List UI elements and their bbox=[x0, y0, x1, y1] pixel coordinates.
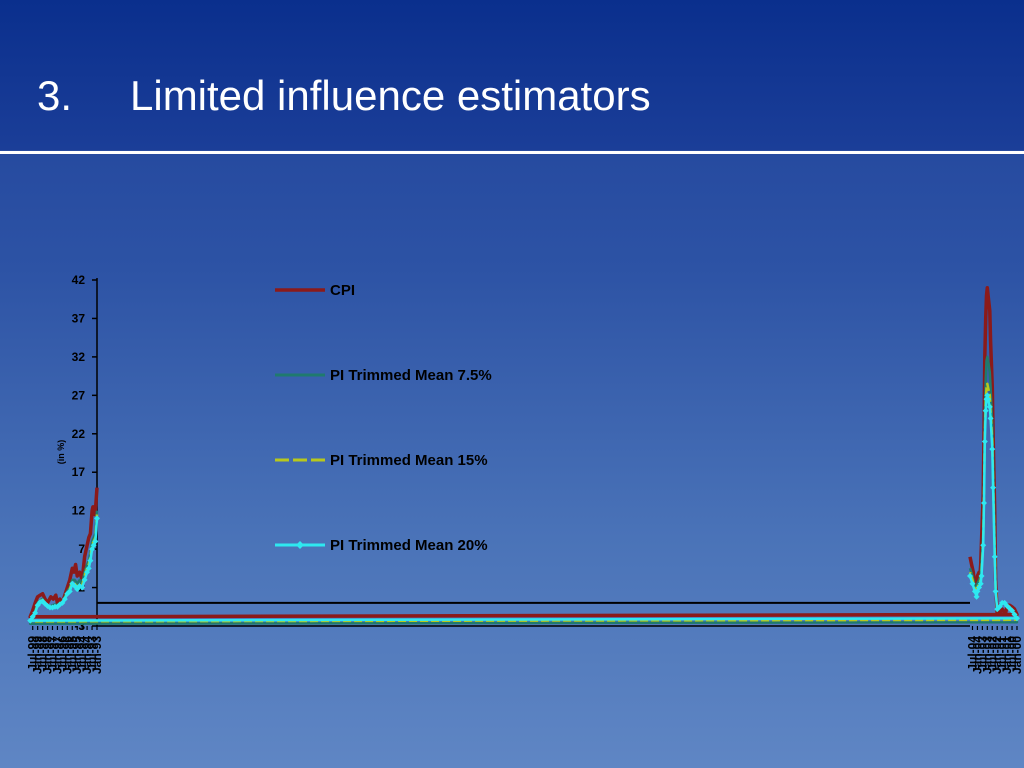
data-point bbox=[999, 599, 1006, 606]
data-point bbox=[981, 438, 988, 445]
data-point bbox=[29, 613, 36, 620]
legend-marker bbox=[296, 541, 304, 549]
data-point bbox=[89, 546, 96, 553]
data-point bbox=[1011, 611, 1018, 618]
x-tick-label: Jan-98 bbox=[41, 636, 55, 674]
x-tick-label: Jul-03 bbox=[975, 636, 989, 671]
data-point bbox=[27, 617, 34, 624]
y-tick-label: 32 bbox=[72, 350, 86, 364]
data-point bbox=[61, 596, 68, 603]
x-tick-label: Jan-04 bbox=[970, 636, 984, 674]
data-point bbox=[987, 415, 994, 422]
legend-label: PI Trimmed Mean 7.5% bbox=[330, 367, 492, 384]
legend-label: CPI bbox=[330, 282, 355, 299]
data-point bbox=[978, 573, 985, 580]
x-tick-label: Jul-97 bbox=[45, 636, 59, 671]
data-point bbox=[990, 484, 997, 491]
data-point bbox=[1013, 615, 1020, 622]
series-line bbox=[28, 285, 1019, 619]
series-line bbox=[28, 355, 1019, 625]
x-tick-label: Jul-01 bbox=[995, 636, 1009, 671]
y-axis-label: (in %) bbox=[56, 440, 66, 465]
data-point bbox=[967, 573, 973, 580]
x-tick-label: Jan-96 bbox=[60, 636, 74, 674]
data-point bbox=[971, 588, 978, 595]
data-point bbox=[64, 590, 71, 597]
data-point bbox=[980, 542, 987, 549]
title-divider bbox=[0, 151, 1024, 154]
x-tick-label: Jul-00 bbox=[1005, 636, 1019, 671]
x-tick-label: Jan-97 bbox=[50, 636, 64, 674]
y-tick-label: -3 bbox=[74, 619, 85, 633]
x-tick-label: Jan-03 bbox=[980, 636, 994, 674]
x-tick-label: Jul-96 bbox=[55, 636, 69, 671]
data-point bbox=[991, 553, 998, 560]
x-tick-label: Jul-95 bbox=[65, 636, 79, 671]
data-point bbox=[34, 602, 41, 609]
y-tick-label: 42 bbox=[72, 273, 86, 287]
data-point bbox=[981, 499, 988, 506]
data-point bbox=[992, 588, 999, 595]
legend-label: PI Trimmed Mean 15% bbox=[330, 452, 488, 469]
x-tick-label: Jul-93 bbox=[85, 636, 99, 671]
y-tick-label: 12 bbox=[72, 504, 86, 518]
data-point bbox=[983, 396, 990, 403]
x-tick-label: Jan-02 bbox=[990, 636, 1004, 674]
data-point bbox=[994, 606, 1001, 613]
slide-number: 3. bbox=[37, 72, 73, 119]
data-point bbox=[973, 593, 980, 600]
x-tick-label: Jan-95 bbox=[70, 636, 84, 674]
data-point bbox=[81, 576, 88, 583]
data-point bbox=[986, 403, 993, 410]
x-tick-label: Jul-04 bbox=[965, 636, 979, 671]
x-tick-label: Jan-01 bbox=[1000, 636, 1014, 674]
x-tick-label: Jul-02 bbox=[985, 636, 999, 671]
y-tick-label: 37 bbox=[72, 311, 86, 325]
y-tick-label: 27 bbox=[72, 388, 86, 402]
data-point bbox=[969, 580, 976, 587]
x-tick-label: Jul-98 bbox=[36, 636, 50, 671]
data-point bbox=[69, 580, 76, 587]
data-point bbox=[94, 515, 100, 522]
series-line bbox=[28, 394, 1019, 622]
data-point bbox=[989, 446, 996, 453]
title-bar bbox=[0, 0, 1024, 150]
x-tick-label: Jan-93 bbox=[90, 636, 104, 674]
y-tick-label: 7 bbox=[78, 542, 85, 556]
data-point bbox=[982, 407, 989, 414]
slide-title: Limited influence estimators bbox=[130, 72, 651, 119]
x-tick-label: Jan-94 bbox=[80, 636, 94, 674]
y-tick-label: 17 bbox=[72, 465, 86, 479]
legend-label: PI Trimmed Mean 20% bbox=[330, 537, 488, 554]
data-point bbox=[984, 392, 991, 399]
data-point bbox=[84, 569, 91, 576]
data-point bbox=[32, 609, 39, 616]
data-point bbox=[87, 557, 94, 564]
x-tick-label: Jan-99 bbox=[31, 636, 45, 674]
x-tick-label: Jul-99 bbox=[26, 636, 40, 671]
x-tick-label: Jul-94 bbox=[75, 636, 89, 671]
y-tick-label: 22 bbox=[72, 427, 86, 441]
series-line bbox=[28, 382, 1019, 623]
x-tick-label: Jan-00 bbox=[1010, 636, 1024, 674]
